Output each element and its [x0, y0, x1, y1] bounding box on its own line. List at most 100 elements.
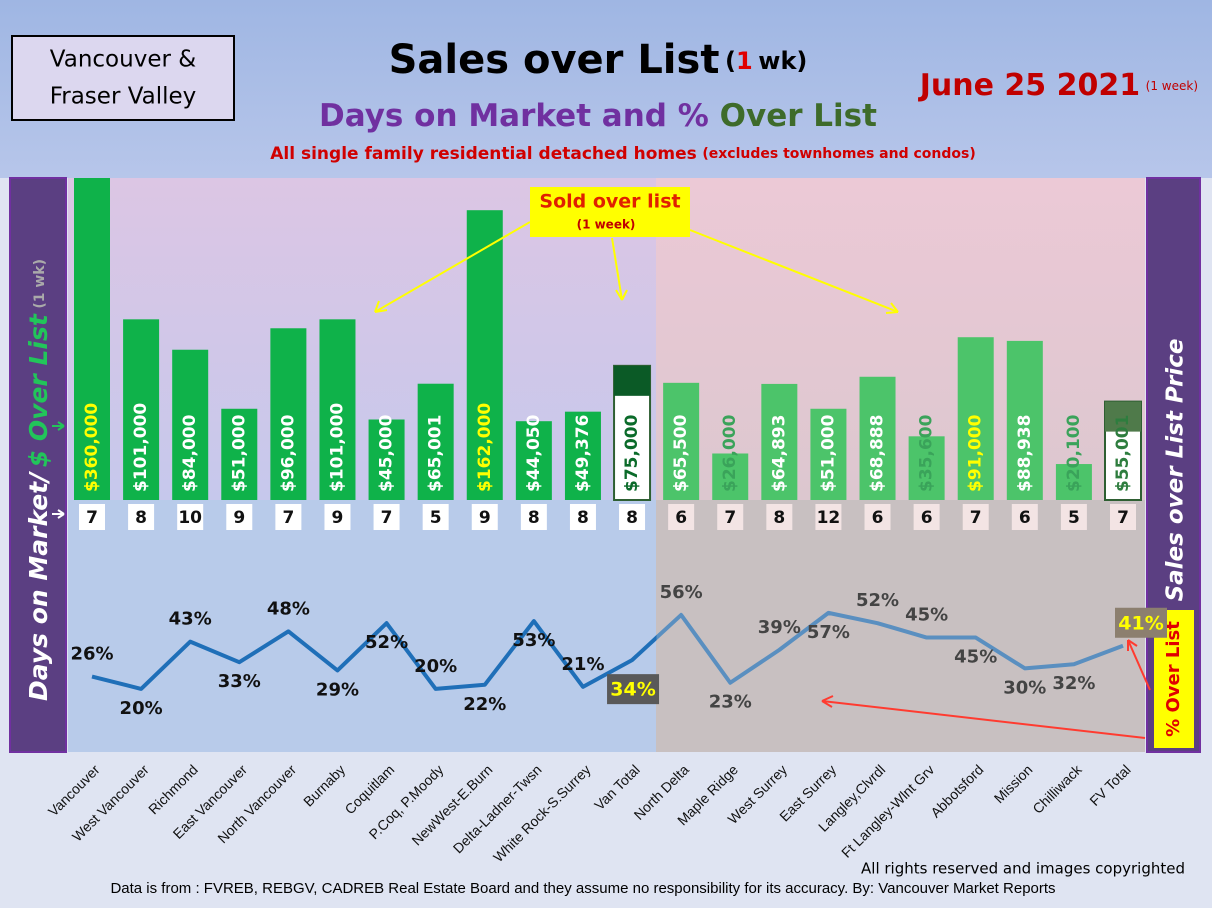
percent-label: 20% [414, 656, 457, 677]
bar-value-label: $162,000 [475, 403, 495, 492]
days-box [1011, 504, 1038, 530]
days-value: 5 [1068, 508, 1080, 528]
region-box [11, 35, 235, 121]
bar-value-label: $68,888 [868, 415, 888, 492]
days-box [79, 504, 105, 530]
bar [564, 411, 601, 500]
days-value: 6 [872, 508, 884, 528]
days-box [569, 504, 596, 530]
bar-value-label: $35,600 [917, 414, 937, 492]
bar [515, 421, 552, 500]
days-box [324, 504, 351, 530]
date-period: (1 week) [1146, 79, 1198, 93]
bar-cap [614, 365, 651, 396]
days-value: 7 [724, 508, 736, 528]
bar [761, 383, 798, 500]
days-value: 12 [817, 508, 841, 528]
bar-value-label: $360,000 [82, 403, 102, 492]
bar [417, 383, 454, 500]
bar-value-label: $88,938 [1015, 415, 1035, 492]
region-line: Vancouver & [50, 47, 196, 73]
bar-value-label: $51,000 [229, 414, 249, 492]
line-label: % Over List [1163, 621, 1184, 737]
days-value: 6 [921, 508, 933, 528]
title: Sales over List (1 wk) [389, 37, 808, 83]
percent-label: 56% [660, 582, 703, 603]
bar [368, 419, 405, 500]
bar [712, 453, 749, 500]
days-box [1060, 504, 1087, 530]
percent-label: 22% [463, 694, 506, 715]
bar-value-label: $101,000 [131, 403, 151, 492]
days-box [422, 504, 449, 530]
subtitle: Days on Market and % Over List [319, 98, 877, 134]
callout-arrows [374, 221, 899, 314]
days-box [275, 504, 302, 530]
days-box [1110, 504, 1136, 530]
bar [123, 319, 160, 500]
percent-label: 43% [169, 609, 212, 630]
percent-label: 21% [561, 654, 604, 675]
bar-value-label: $64,893 [769, 415, 789, 492]
days-box [815, 504, 842, 530]
plot-bg [68, 500, 656, 752]
title-period: ( [725, 47, 736, 75]
title-period: wk) [758, 47, 807, 75]
bar [74, 178, 110, 500]
days-box [226, 504, 253, 530]
bar-value-label: $84,000 [180, 414, 200, 492]
days-value: 8 [528, 508, 540, 528]
bar-cap [1105, 401, 1141, 432]
days-value: 6 [1019, 508, 1031, 528]
days-value: 7 [86, 508, 98, 528]
bar-value-label: $45,000 [377, 414, 397, 492]
percent-label: 32% [1052, 673, 1095, 694]
bar-value-label: $65,500 [671, 414, 691, 492]
days-box [962, 504, 989, 530]
days-box [717, 504, 744, 530]
left-axis-part: $ Over List [24, 313, 53, 467]
days-box [128, 504, 155, 530]
percent-label: 20% [120, 698, 163, 719]
bar [859, 376, 896, 500]
days-value: 10 [178, 508, 202, 528]
days-value: 9 [332, 508, 344, 528]
footer-source: Data is from : FVREB, REBGV, CADREB Real… [110, 880, 1055, 897]
days-value: 6 [675, 508, 687, 528]
note-paren: (excludes townhomes and condos) [702, 146, 975, 162]
footer-rights: All rights reserved and images copyright… [861, 860, 1185, 878]
bar-value-label: $91,000 [966, 414, 986, 492]
right-axis-label: Sales over List Price [1163, 339, 1189, 602]
percent-label: 39% [758, 617, 801, 638]
percent-box [1115, 607, 1167, 638]
days-value: 8 [773, 508, 785, 528]
percent-line [91, 610, 1124, 691]
bar-value-label: $75,000 [622, 414, 642, 492]
left-axis-part: (1 wk) [32, 259, 48, 309]
bar [1006, 340, 1043, 500]
bar [1055, 464, 1092, 500]
bar [908, 436, 945, 500]
days-value: 9 [233, 508, 245, 528]
days-value: 7 [1117, 508, 1129, 528]
callout-title: Sold over list [539, 191, 680, 213]
subtitle-part: Over List [720, 98, 877, 134]
days-box [520, 504, 547, 530]
bar [172, 349, 209, 500]
plot-bg [656, 500, 1145, 752]
days-value: 5 [430, 508, 442, 528]
subtitle-part: Days on Market and % [319, 98, 709, 134]
plot-bg [656, 178, 1145, 500]
percent-label: 52% [365, 632, 408, 653]
title-period: 1 [736, 47, 753, 75]
days-box [177, 504, 204, 530]
days-box [373, 504, 400, 530]
left-axis-part: Days on Market/ [24, 471, 53, 701]
days-box [913, 504, 940, 530]
red-arrows [821, 639, 1151, 739]
days-box [471, 504, 498, 530]
percent-label: 45% [905, 605, 948, 626]
percent-label: 52% [856, 590, 899, 611]
days-value: 8 [577, 508, 589, 528]
